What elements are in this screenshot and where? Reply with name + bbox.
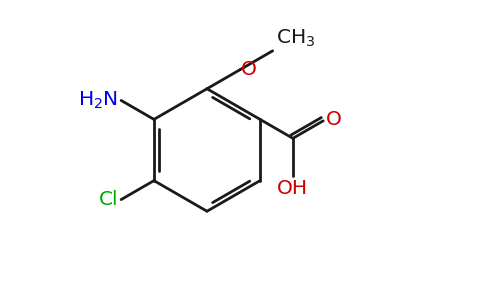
- Text: H$_2$N: H$_2$N: [78, 90, 118, 111]
- Text: OH: OH: [277, 179, 308, 198]
- Text: Cl: Cl: [99, 190, 118, 209]
- Text: CH$_3$: CH$_3$: [275, 28, 315, 50]
- Text: O: O: [326, 110, 342, 129]
- Text: O: O: [242, 60, 257, 79]
